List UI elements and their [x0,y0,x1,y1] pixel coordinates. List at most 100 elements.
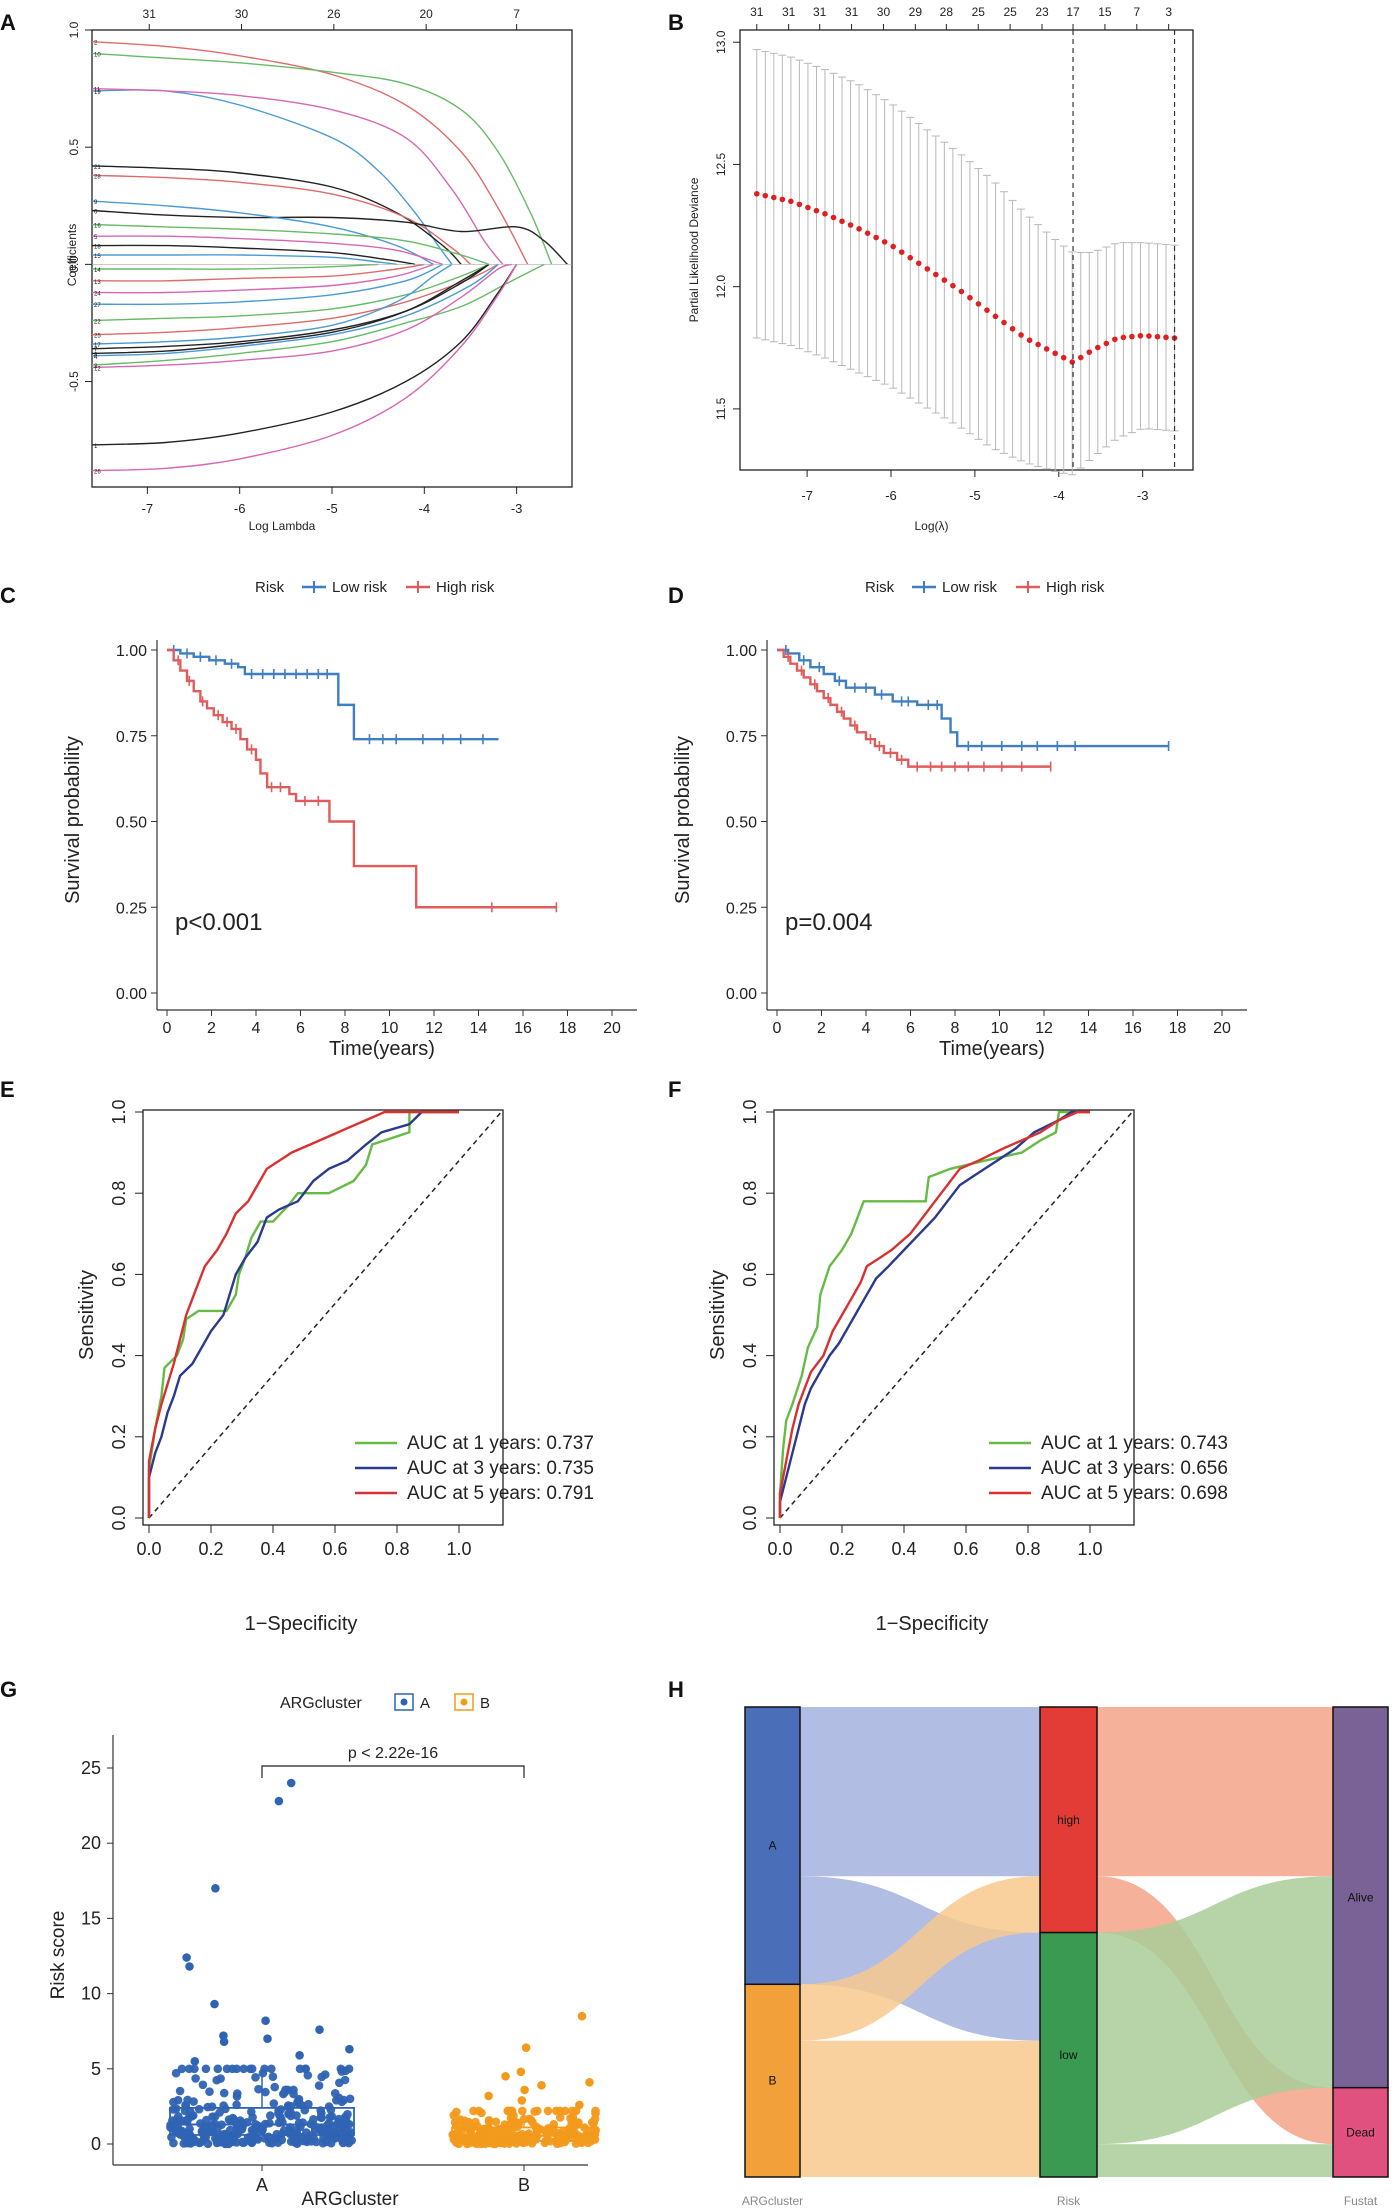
legend-label: AUC at 1 years: 0.737 [407,1433,594,1454]
path-end-label: 4 [94,355,98,361]
cv-point [864,230,871,236]
jitter-point [340,2075,350,2085]
jitter-point [183,2134,192,2144]
y-axis-title: Sensitivity [76,1270,98,1360]
panel-g-risk-score-boxplot: 0 5 10 15 20 25 A B ARGcluster Risk score ARGclust… [48,1693,600,2209]
jitter-point [469,2106,478,2116]
coef-path-10 [91,52,553,265]
outlier-point [261,2016,270,2025]
x-tick-label: 10 [991,1020,1009,1037]
roc-curve-2 [778,1110,1090,1518]
outlier-point [295,2051,304,2060]
x-tick-label: 0.2 [198,1539,223,1559]
x-tick-label: 16 [1124,1020,1142,1037]
jitter-point [190,2136,200,2145]
jitter-point [320,2070,330,2079]
cv-point [762,192,769,199]
y-tick-label: 0 [91,2134,101,2154]
jitter-point [477,2108,486,2118]
flow-low-Alive [1097,1876,1333,2145]
jitter-point [254,2084,263,2094]
significance-bracket [261,1765,525,1778]
coef-path-3 [91,263,545,366]
cv-point [898,249,905,255]
top-tick-label: 28 [940,5,954,19]
path-end-label: 27 [94,303,101,309]
x-tick-label: 2 [817,1020,826,1037]
roc-curve-2 [147,1110,459,1518]
cv-point [1146,333,1152,339]
jitter-point [270,2082,280,2092]
cv-point [1043,346,1050,352]
jitter-point [251,2073,260,2082]
cv-point [1154,333,1161,340]
axis-label: Fustat [1344,2194,1378,2208]
coef-path-6 [91,209,568,265]
jitter-point [266,2111,275,2120]
jitter-point [202,2115,211,2125]
jitter-point [555,2113,565,2122]
cv-point [924,266,931,272]
x-tick-label: 2 [207,1020,216,1037]
legend-label: Low risk [942,579,998,596]
cv-point [941,277,948,283]
coef-path-28 [91,174,471,265]
panel-letter-G: G [0,1677,17,1702]
jitter-point [205,2087,214,2096]
legend-label: AUC at 1 years: 0.743 [1041,1433,1228,1454]
p-value-annotation: p<0.001 [175,909,262,936]
path-end-label: 9 [94,200,98,206]
cv-point [830,214,837,221]
jitter-point [219,2088,229,2098]
jitter-point [261,2087,270,2097]
jitter-point [334,2114,344,2124]
x-tick-label: 20 [603,1020,621,1037]
path-end-label: 2 [94,41,98,47]
stratum-label: Dead [1346,2125,1375,2139]
top-tick-label: 25 [1003,5,1017,19]
path-end-label: 21 [94,165,101,171]
x-tick-label: -5 [969,488,981,503]
y-axis-title: Sensitivity [707,1270,729,1360]
jitter-point [183,2115,192,2124]
x-tick-label: 20 [1213,1020,1231,1037]
x-tick-label: 18 [559,1020,577,1037]
y-tick-label: 0.2 [109,1424,129,1449]
jitter-point [270,2135,280,2144]
x-tick-label: 12 [1035,1020,1053,1037]
x-tick-label: 6 [906,1020,915,1037]
top-tick-label: 31 [750,5,764,19]
coef-path-14 [92,263,379,270]
path-end-label: 1 [94,444,98,450]
jitter-point [589,2118,598,2128]
cv-point [1103,340,1110,347]
jitter-point [543,2106,553,2116]
panel-f-roc-validation: 0.0 0.2 0.4 0.6 0.8 1.0 0.0 0.2 0.4 0.6 0.8 1.0 1−Sp… [707,1099,1228,1635]
path-end-label: 19 [94,90,101,96]
top-tick-label: 29 [909,5,923,19]
y-tick-label: 0.25 [116,900,147,917]
flow-high-Alive [1097,1707,1333,1877]
panel-letter-D: D [668,583,684,608]
jitter-point [484,2137,493,2147]
panel-letter-E: E [0,1077,15,1102]
coef-path-16 [91,223,490,266]
panel-h-alluvial: A B ARGcluster high low Risk Alive Dead Fustat [742,1706,1389,2208]
path-end-label: 5 [94,235,98,241]
cv-point [933,271,939,278]
x-tick-label: 14 [1080,1020,1098,1037]
cv-point [992,313,999,320]
stratum-b [744,1983,801,2178]
jitter-point [198,2080,208,2090]
path-end-label: 26 [94,470,101,476]
coef-path-24 [91,263,434,294]
outlier-point [517,2096,527,2105]
jitter-point [268,2072,278,2081]
x-tick-label: 0.6 [953,1539,978,1559]
outlier-point [263,2034,272,2043]
y-tick-label: 0.8 [740,1181,760,1206]
path-end-label: 3 [94,364,98,370]
x-axis-title: Log(λ) [914,519,948,533]
y-tick-label: 0.00 [726,986,757,1003]
cv-point [771,194,777,201]
